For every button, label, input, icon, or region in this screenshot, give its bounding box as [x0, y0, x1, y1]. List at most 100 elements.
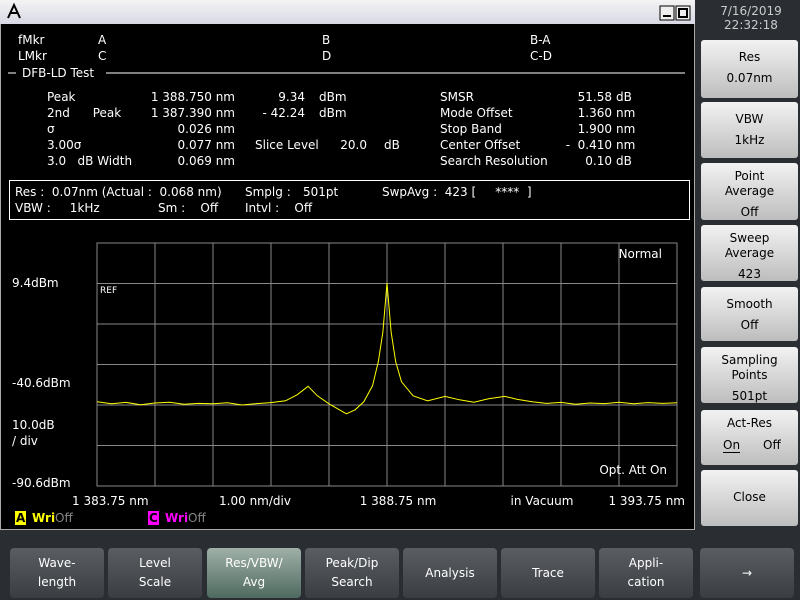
setting-text: Smplg :	[245, 185, 291, 199]
result-label: σ	[47, 122, 55, 136]
x-div-label: 1.00 nm/div	[219, 494, 291, 508]
softkey-title: Sweep Average	[724, 231, 775, 260]
marker-label: D	[322, 49, 332, 63]
time: 22:32:18	[724, 18, 778, 32]
trace-id: C	[148, 511, 159, 525]
marker-label: B	[322, 33, 331, 47]
result-label: Peak	[47, 90, 76, 104]
function-key[interactable]: Trace	[501, 548, 595, 598]
x-tick-label: 1 388.75 nm	[360, 494, 437, 508]
result-label: SMSR	[440, 90, 474, 104]
result-unit: dB	[616, 154, 632, 168]
softkey-title: Res	[738, 50, 761, 64]
result-value: 51.58	[577, 90, 612, 104]
result-value: 9.34	[278, 90, 305, 104]
function-key[interactable]: Res/VBW/ Avg	[207, 548, 301, 598]
date: 7/16/2019	[720, 4, 782, 18]
y-tick-label: 9.4dBm	[12, 276, 59, 290]
ref-label: REF	[100, 286, 117, 296]
result-value: 0.10	[585, 154, 612, 168]
slice-value: 20.0	[340, 138, 367, 152]
result-wavelength: 1 388.750 nm	[150, 90, 235, 104]
result-unit: nm	[616, 122, 636, 136]
settings-box	[9, 180, 690, 220]
setting-text: Res : 0.07nm (Actual : 0.068 nm)	[15, 185, 222, 199]
result-label: Mode Offset	[440, 106, 513, 120]
function-key[interactable]: Analysis	[403, 548, 497, 598]
softkey[interactable]: Sweep Average 423	[701, 225, 798, 281]
att-label: Opt. Att On	[599, 463, 667, 477]
marker-label: fMkr	[18, 33, 45, 47]
result-unit: nm	[616, 138, 636, 152]
result-label: 2nd Peak	[47, 106, 122, 120]
softkey-title: Close	[733, 490, 766, 504]
result-wavelength: 0.077 nm	[177, 138, 235, 152]
marker-label: LMkr	[18, 49, 47, 63]
main-window	[0, 0, 695, 530]
softkey-text: Smooth Off	[701, 297, 798, 333]
function-key[interactable]: Peak/Dip Search	[305, 548, 399, 598]
result-unit: dBm	[319, 90, 347, 104]
app-logo	[7, 2, 21, 19]
softkey-value: 501pt	[731, 389, 768, 403]
test-name: DFB-LD Test	[22, 66, 95, 80]
softkey-value: Off	[740, 318, 759, 332]
softkey[interactable]: Res 0.07nm	[701, 40, 798, 98]
result-value: 1.900	[577, 122, 612, 136]
slice-label: Slice Level	[255, 138, 319, 152]
result-label: Search Resolution	[440, 154, 548, 168]
marker-label: C-D	[530, 49, 552, 63]
spectrum-trace	[96, 283, 678, 415]
softkey-value: 0.07nm	[726, 71, 773, 85]
mode-label: Normal	[619, 247, 662, 261]
softkey-value: 1kHz	[734, 133, 765, 147]
softkey-text: Point Average Off	[701, 169, 798, 220]
softkey-text: VBW 1kHz	[701, 112, 798, 148]
softkey[interactable]: VBW 1kHz	[701, 102, 798, 158]
function-key[interactable]: Appli- cation	[599, 548, 693, 598]
softkey-text: Sweep Average 423	[701, 231, 798, 282]
result-value: - 42.24	[262, 106, 306, 120]
softkey-value: Off	[740, 205, 759, 219]
result-wavelength: 0.069 nm	[177, 154, 235, 168]
softkey[interactable]: Close	[701, 470, 798, 526]
softkey[interactable]: Point Average Off	[701, 163, 798, 220]
slice-unit: dB	[384, 138, 400, 152]
marker-label: A	[98, 33, 107, 47]
result-label: 3.0 dB Width	[47, 154, 133, 168]
softkey-title: Sampling Points	[721, 353, 778, 382]
function-key[interactable]: →	[700, 548, 794, 598]
setting-text: Intvl : Off	[245, 201, 313, 215]
setting-text: SwpAvg : 423 [ **** ]	[382, 185, 532, 199]
result-value: 1.360	[577, 106, 612, 120]
result-wavelength: 0.026 nm	[177, 122, 235, 136]
function-key[interactable]: Level Scale	[108, 548, 202, 598]
title-bar	[0, 0, 695, 24]
softkey[interactable]: Smooth Off	[701, 287, 798, 341]
maximize-icon	[678, 8, 688, 18]
y-tick-label: -90.6dBm	[12, 476, 71, 490]
softkey-title: Smooth	[726, 297, 773, 311]
softkey-text: Res 0.07nm	[701, 50, 798, 86]
softkey-title: Point Average	[724, 169, 775, 198]
x-tick-label: 1 393.75 nm	[608, 494, 685, 508]
trace-mode: Wri	[165, 511, 189, 525]
setting-text: Sm : Off	[158, 201, 219, 215]
trace-mode: Wri	[32, 511, 56, 525]
marker-label: B-A	[530, 33, 551, 47]
result-label: Center Offset	[440, 138, 521, 152]
function-key[interactable]: Wave- length	[10, 548, 104, 598]
softkey-title: VBW	[735, 112, 764, 126]
softkey[interactable]: Sampling Points 501pt	[701, 347, 798, 403]
softkey[interactable]: Act-Res On Off	[701, 410, 798, 465]
softkey-option: Off	[763, 438, 781, 452]
result-unit: dBm	[319, 106, 347, 120]
marker-label: C	[98, 49, 107, 63]
trace-state: Off	[188, 511, 206, 525]
y-tick-label: -40.6dBm	[12, 376, 71, 390]
setting-text: VBW : 1kHz	[15, 201, 100, 215]
result-unit: dB	[616, 90, 632, 104]
softkey-text: Close	[701, 490, 798, 505]
softkey-value: 423	[738, 267, 761, 281]
